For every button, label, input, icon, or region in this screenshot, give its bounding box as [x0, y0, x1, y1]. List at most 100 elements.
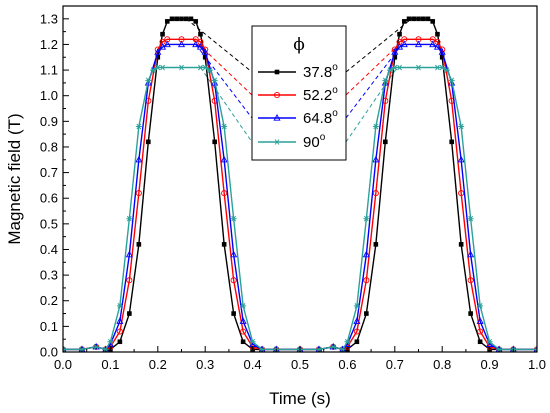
data-point	[372, 190, 379, 197]
data-point	[211, 77, 218, 84]
legend-label-unit: o	[332, 62, 338, 73]
data-point	[169, 16, 175, 22]
data-point	[240, 339, 246, 345]
data-point	[439, 64, 446, 71]
data-point	[344, 338, 351, 345]
data-point	[107, 338, 114, 345]
data-point	[150, 67, 157, 73]
data-point	[415, 64, 422, 71]
data-point	[78, 346, 85, 352]
data-point	[449, 139, 454, 145]
legend-item: 90o	[258, 132, 326, 151]
data-point	[192, 40, 200, 48]
data-point	[373, 242, 379, 247]
y-tick-label: 0.6	[40, 191, 58, 206]
data-point	[401, 19, 407, 24]
legend-label-value: 37.8	[303, 64, 332, 81]
y-tick-label: 0.1	[40, 319, 58, 334]
x-tick-label: 0.6	[338, 357, 356, 372]
legend-label: 37.8o	[303, 62, 338, 81]
x-axis: 0.0 0.1 0.2 0.3 0.4 0.5 0.6 0.7 0.8 0.9 1.0	[54, 346, 546, 372]
data-point	[477, 339, 483, 345]
connector-line	[185, 18, 253, 73]
y-tick-label: 0.9	[40, 114, 58, 129]
data-point	[183, 16, 189, 22]
data-point	[127, 311, 132, 316]
data-point	[392, 54, 398, 60]
data-point	[534, 346, 537, 352]
data-point	[382, 77, 389, 84]
connector-line	[345, 67, 398, 143]
data-point	[448, 77, 455, 84]
data-point	[179, 16, 184, 22]
data-point	[155, 54, 161, 60]
data-point	[353, 317, 361, 324]
data-point	[230, 215, 237, 222]
data-point	[458, 190, 465, 197]
y-tick-label: 0.5	[40, 216, 58, 231]
data-point	[135, 155, 143, 163]
legend-item: 52.2o	[258, 85, 338, 104]
data-point	[363, 215, 370, 222]
data-point	[164, 19, 170, 24]
data-point	[467, 215, 474, 222]
data-point	[206, 67, 213, 73]
data-point	[63, 346, 66, 352]
data-point	[429, 40, 437, 48]
legend-swatch-marker	[273, 114, 281, 121]
data-point	[353, 303, 360, 309]
legend-item: 64.8o	[258, 108, 338, 127]
data-point	[477, 328, 484, 335]
y-axis: 0.0 0.1 0.2 0.3 0.4 0.5 0.6 0.7 0.8 0.9 1.0 1.1 1.2 1…	[40, 5, 69, 360]
legend-label-value: 90	[303, 134, 320, 151]
data-point	[354, 339, 360, 345]
x-tick-label: 0.8	[433, 357, 451, 372]
data-point	[221, 242, 227, 247]
data-point	[178, 64, 185, 71]
legend-swatch-marker	[274, 69, 280, 75]
legend-box	[251, 25, 347, 161]
data-point	[411, 16, 417, 22]
data-point	[160, 31, 165, 37]
legend-label-value: 64.8	[303, 110, 332, 127]
y-tick-label: 0.4	[40, 242, 58, 257]
connector-line	[200, 67, 253, 143]
data-point	[202, 64, 209, 71]
data-point	[116, 328, 123, 335]
y-tick-label: 0.0	[40, 345, 58, 360]
data-point	[414, 40, 423, 48]
data-point	[438, 48, 446, 55]
data-point	[433, 43, 442, 50]
data-point	[230, 277, 237, 284]
data-point	[159, 64, 166, 71]
data-point	[391, 48, 399, 55]
legend-label: 52.2o	[303, 85, 338, 104]
y-tick-label: 0.2	[40, 293, 58, 308]
data-point	[362, 250, 370, 258]
data-point	[249, 338, 256, 345]
data-point	[201, 48, 209, 55]
data-point	[102, 346, 109, 352]
data-point	[372, 123, 379, 130]
data-point	[406, 16, 412, 22]
data-point	[430, 19, 436, 24]
legend-label: 64.8o	[303, 108, 338, 127]
data-point	[443, 67, 450, 73]
connector-line	[345, 18, 412, 73]
data-point	[198, 31, 203, 37]
data-point	[135, 123, 142, 130]
legend-label-unit: o	[332, 108, 338, 119]
legend-title: ϕ	[293, 35, 305, 55]
data-point	[339, 346, 346, 352]
data-point	[117, 339, 123, 345]
data-point	[202, 54, 208, 60]
data-point	[230, 250, 238, 258]
y-tick-label: 0.8	[40, 139, 58, 154]
data-point	[239, 317, 247, 324]
data-point	[158, 43, 167, 50]
data-point	[425, 16, 431, 22]
data-point	[126, 215, 133, 222]
data-point	[193, 19, 199, 24]
data-point	[146, 139, 151, 145]
